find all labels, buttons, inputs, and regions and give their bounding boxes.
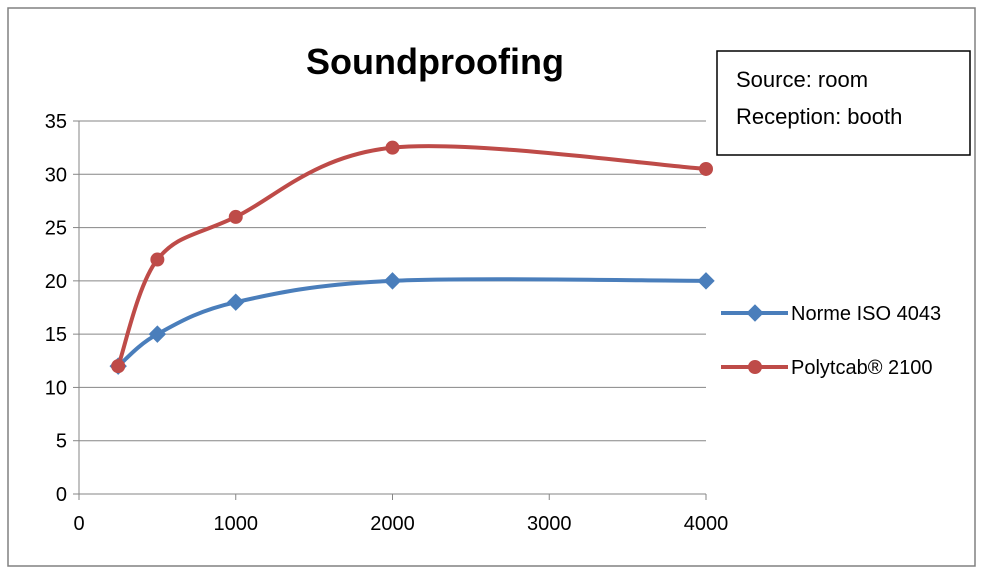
legend: Norme ISO 4043 Polytcab® 2100 [721,303,941,379]
x-tick-label: 0 [73,513,84,535]
axes [73,120,707,500]
y-tick-label: 15 [45,324,67,346]
x-tick-label: 2000 [370,513,415,535]
x-tick-label: 3000 [527,513,572,535]
y-tick-label: 30 [45,164,67,186]
series-polytcab-line [116,144,707,367]
legend-norme-label: Norme ISO 4043 [791,303,941,325]
gridlines [79,120,706,442]
series-polytcab-point [111,359,126,374]
series-norme-point [697,272,715,290]
series [109,140,715,375]
y-tick-label: 10 [45,377,67,399]
series-polytcab-point [699,161,713,176]
y-tick-label: 25 [45,218,67,240]
y-tick-label: 5 [56,431,67,453]
x-tick-label: 4000 [684,513,729,535]
legend-polytcab-marker [748,360,762,374]
series-polytcab-point [385,140,400,155]
legend-norme: Norme ISO 4043 [721,303,941,325]
y-tick-label: 0 [56,484,67,506]
legend-polytcab-label: Polytcab® 2100 [791,357,933,379]
tick-labels: 0 5 10 15 20 25 30 35 0 1000 2000 3000 4000 [45,111,729,535]
legend-norme-marker [746,304,764,322]
series-polytcab-point [150,252,165,267]
annotation-line-1: Source: room [736,67,868,92]
annotation-box: Source: room Reception: booth [716,50,971,156]
series-norme-point [148,325,167,343]
series-polytcab-point [228,209,243,224]
y-tick-label: 35 [45,111,67,133]
series-norme-point [227,293,245,311]
chart-title: Soundproofing [306,41,564,82]
series-norme-point [383,272,402,290]
x-tick-label: 1000 [214,513,259,535]
annotation-line-2: Reception: booth [736,104,902,129]
annotation-border [716,50,971,156]
legend-polytcab: Polytcab® 2100 [721,357,933,379]
y-tick-label: 20 [45,271,67,293]
